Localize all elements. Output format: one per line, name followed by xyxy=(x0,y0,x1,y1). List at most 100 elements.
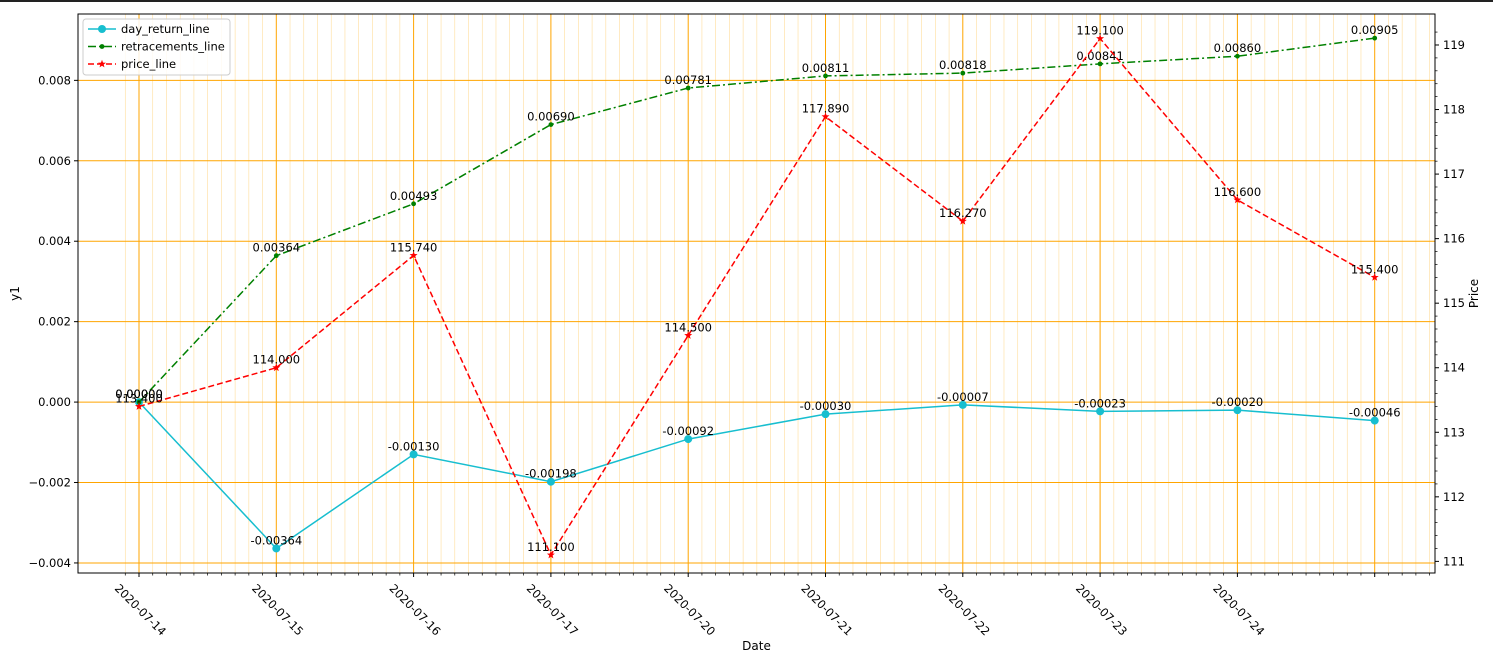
data-label: -0.00030 xyxy=(800,399,852,413)
legend-frame xyxy=(82,18,231,76)
data-point xyxy=(1235,53,1240,59)
data-point xyxy=(411,201,416,207)
data-point xyxy=(546,550,555,559)
y2-tick-label: 114 xyxy=(1443,361,1465,375)
data-label: 114.500 xyxy=(664,320,712,334)
x-tick-label: 2020-07-24 xyxy=(1210,581,1267,638)
legend: day_return_line retracements_line price_li… xyxy=(82,18,231,76)
data-point xyxy=(1233,195,1242,204)
y-tick-label: 0.008 xyxy=(38,73,71,87)
y-tick-label: 0.000 xyxy=(38,395,71,409)
series-line xyxy=(138,37,1375,403)
data-point xyxy=(136,399,142,405)
data-point xyxy=(821,410,830,419)
data-label: 0.00781 xyxy=(664,73,712,87)
series-day-return-line: 0.00000 -0.00364 -0.00130 -0.00198 -0.00092 -… xyxy=(115,387,1401,553)
x-axis: 2020-07-14 2020-07-15 2020-07-16 2020-07-17… xyxy=(112,573,1430,653)
y-tick-label: −0.004 xyxy=(28,556,71,570)
left-axis: 0.008 0.006 0.004 0.002 0.000 −0.002 −0.004 y1 xyxy=(8,73,78,570)
data-label: 0.00860 xyxy=(1214,41,1262,55)
data-point xyxy=(546,477,555,486)
data-point xyxy=(821,112,830,121)
y-tick-label: −0.002 xyxy=(28,476,71,490)
legend-item: retracements_line xyxy=(88,40,225,54)
top-border-rule xyxy=(0,0,1493,2)
data-label: 0.00364 xyxy=(253,241,301,255)
data-label: 0.00690 xyxy=(527,110,575,124)
series-retracements-line: 0.00000 0.00364 0.00493 0.00690 0.00781 0.008… xyxy=(115,23,1398,405)
data-label: 113.400 xyxy=(115,391,163,405)
series-line xyxy=(138,37,1376,557)
data-label: -0.00198 xyxy=(525,467,577,481)
data-label: -0.00020 xyxy=(1212,395,1264,409)
data-point xyxy=(409,450,418,459)
data-label: -0.00007 xyxy=(937,390,989,404)
data-label: -0.00046 xyxy=(1349,406,1401,420)
y2-axis-title: Price xyxy=(1467,279,1481,308)
data-point xyxy=(684,435,693,444)
data-label: 115.400 xyxy=(1351,262,1399,276)
data-point xyxy=(272,544,281,553)
x-tick-label: 2020-07-16 xyxy=(386,581,443,638)
y2-tick-label: 119 xyxy=(1443,38,1465,52)
data-point xyxy=(958,400,967,409)
data-label: 119.100 xyxy=(1076,24,1124,38)
data-point xyxy=(684,331,693,339)
data-label: 116.270 xyxy=(939,206,987,220)
data-point xyxy=(958,217,967,225)
y2-tick-label: 118 xyxy=(1443,103,1465,117)
data-point xyxy=(273,253,279,259)
legend-item: day_return_line xyxy=(88,22,210,36)
y2-tick-label: 113 xyxy=(1443,425,1465,439)
data-label: 114.000 xyxy=(253,353,301,367)
data-label: 0.00000 xyxy=(115,387,163,401)
y2-tick-label: 117 xyxy=(1443,167,1465,181)
legend-label: price_line xyxy=(121,57,176,71)
data-point xyxy=(960,70,966,76)
data-label: 0.00811 xyxy=(802,61,850,75)
x-tick-label: 2020-07-21 xyxy=(798,581,855,638)
data-point xyxy=(409,251,418,259)
x-tick-label: 2020-07-15 xyxy=(249,581,306,638)
data-point xyxy=(1096,34,1105,42)
x-tick-label: 2020-07-23 xyxy=(1073,581,1130,638)
data-label: 111.100 xyxy=(527,540,575,554)
y2-tick-label: 112 xyxy=(1443,490,1465,504)
data-point xyxy=(1370,273,1379,281)
x-tick-label: 2020-07-17 xyxy=(524,581,581,638)
data-point xyxy=(272,363,281,372)
data-label: 0.00818 xyxy=(939,58,987,72)
data-label: 115.740 xyxy=(390,240,438,254)
data-point xyxy=(1370,416,1379,425)
grid-lines xyxy=(78,14,1435,573)
legend-item: price_line xyxy=(88,57,176,71)
data-label: 116.600 xyxy=(1214,185,1262,199)
data-point xyxy=(99,44,105,49)
y2-tick-label: 116 xyxy=(1443,232,1465,246)
data-label: -0.00364 xyxy=(250,533,302,547)
data-label: 0.00493 xyxy=(390,189,438,203)
x-tick-label: 2020-07-22 xyxy=(936,581,993,638)
data-point xyxy=(135,402,143,410)
data-label: 0.00000 xyxy=(115,387,163,401)
y2-tick-label: 115 xyxy=(1443,296,1465,310)
legend-label: retracements_line xyxy=(121,40,225,54)
data-point xyxy=(685,85,691,91)
y-tick-label: 0.006 xyxy=(38,154,71,168)
data-point xyxy=(1372,35,1378,41)
data-point xyxy=(1096,407,1105,416)
x-tick-label: 2020-07-14 xyxy=(112,581,169,638)
series-price-line: 113.400 114.000 115.740 111.100 114.500 117.8… xyxy=(115,24,1398,559)
data-point xyxy=(1233,406,1242,415)
y-axis-title: y1 xyxy=(8,286,22,301)
y-tick-label: 0.002 xyxy=(38,315,71,329)
plot-frame xyxy=(77,13,1436,574)
legend-label: day_return_line xyxy=(121,22,210,36)
data-label: -0.00130 xyxy=(388,439,440,453)
data-label: -0.00023 xyxy=(1074,396,1126,410)
data-label: -0.00092 xyxy=(662,424,714,438)
data-point xyxy=(823,73,828,79)
data-point xyxy=(1097,61,1103,67)
right-axis: 119 118 117 116 115 114 113 112 111 Price xyxy=(1435,31,1481,568)
